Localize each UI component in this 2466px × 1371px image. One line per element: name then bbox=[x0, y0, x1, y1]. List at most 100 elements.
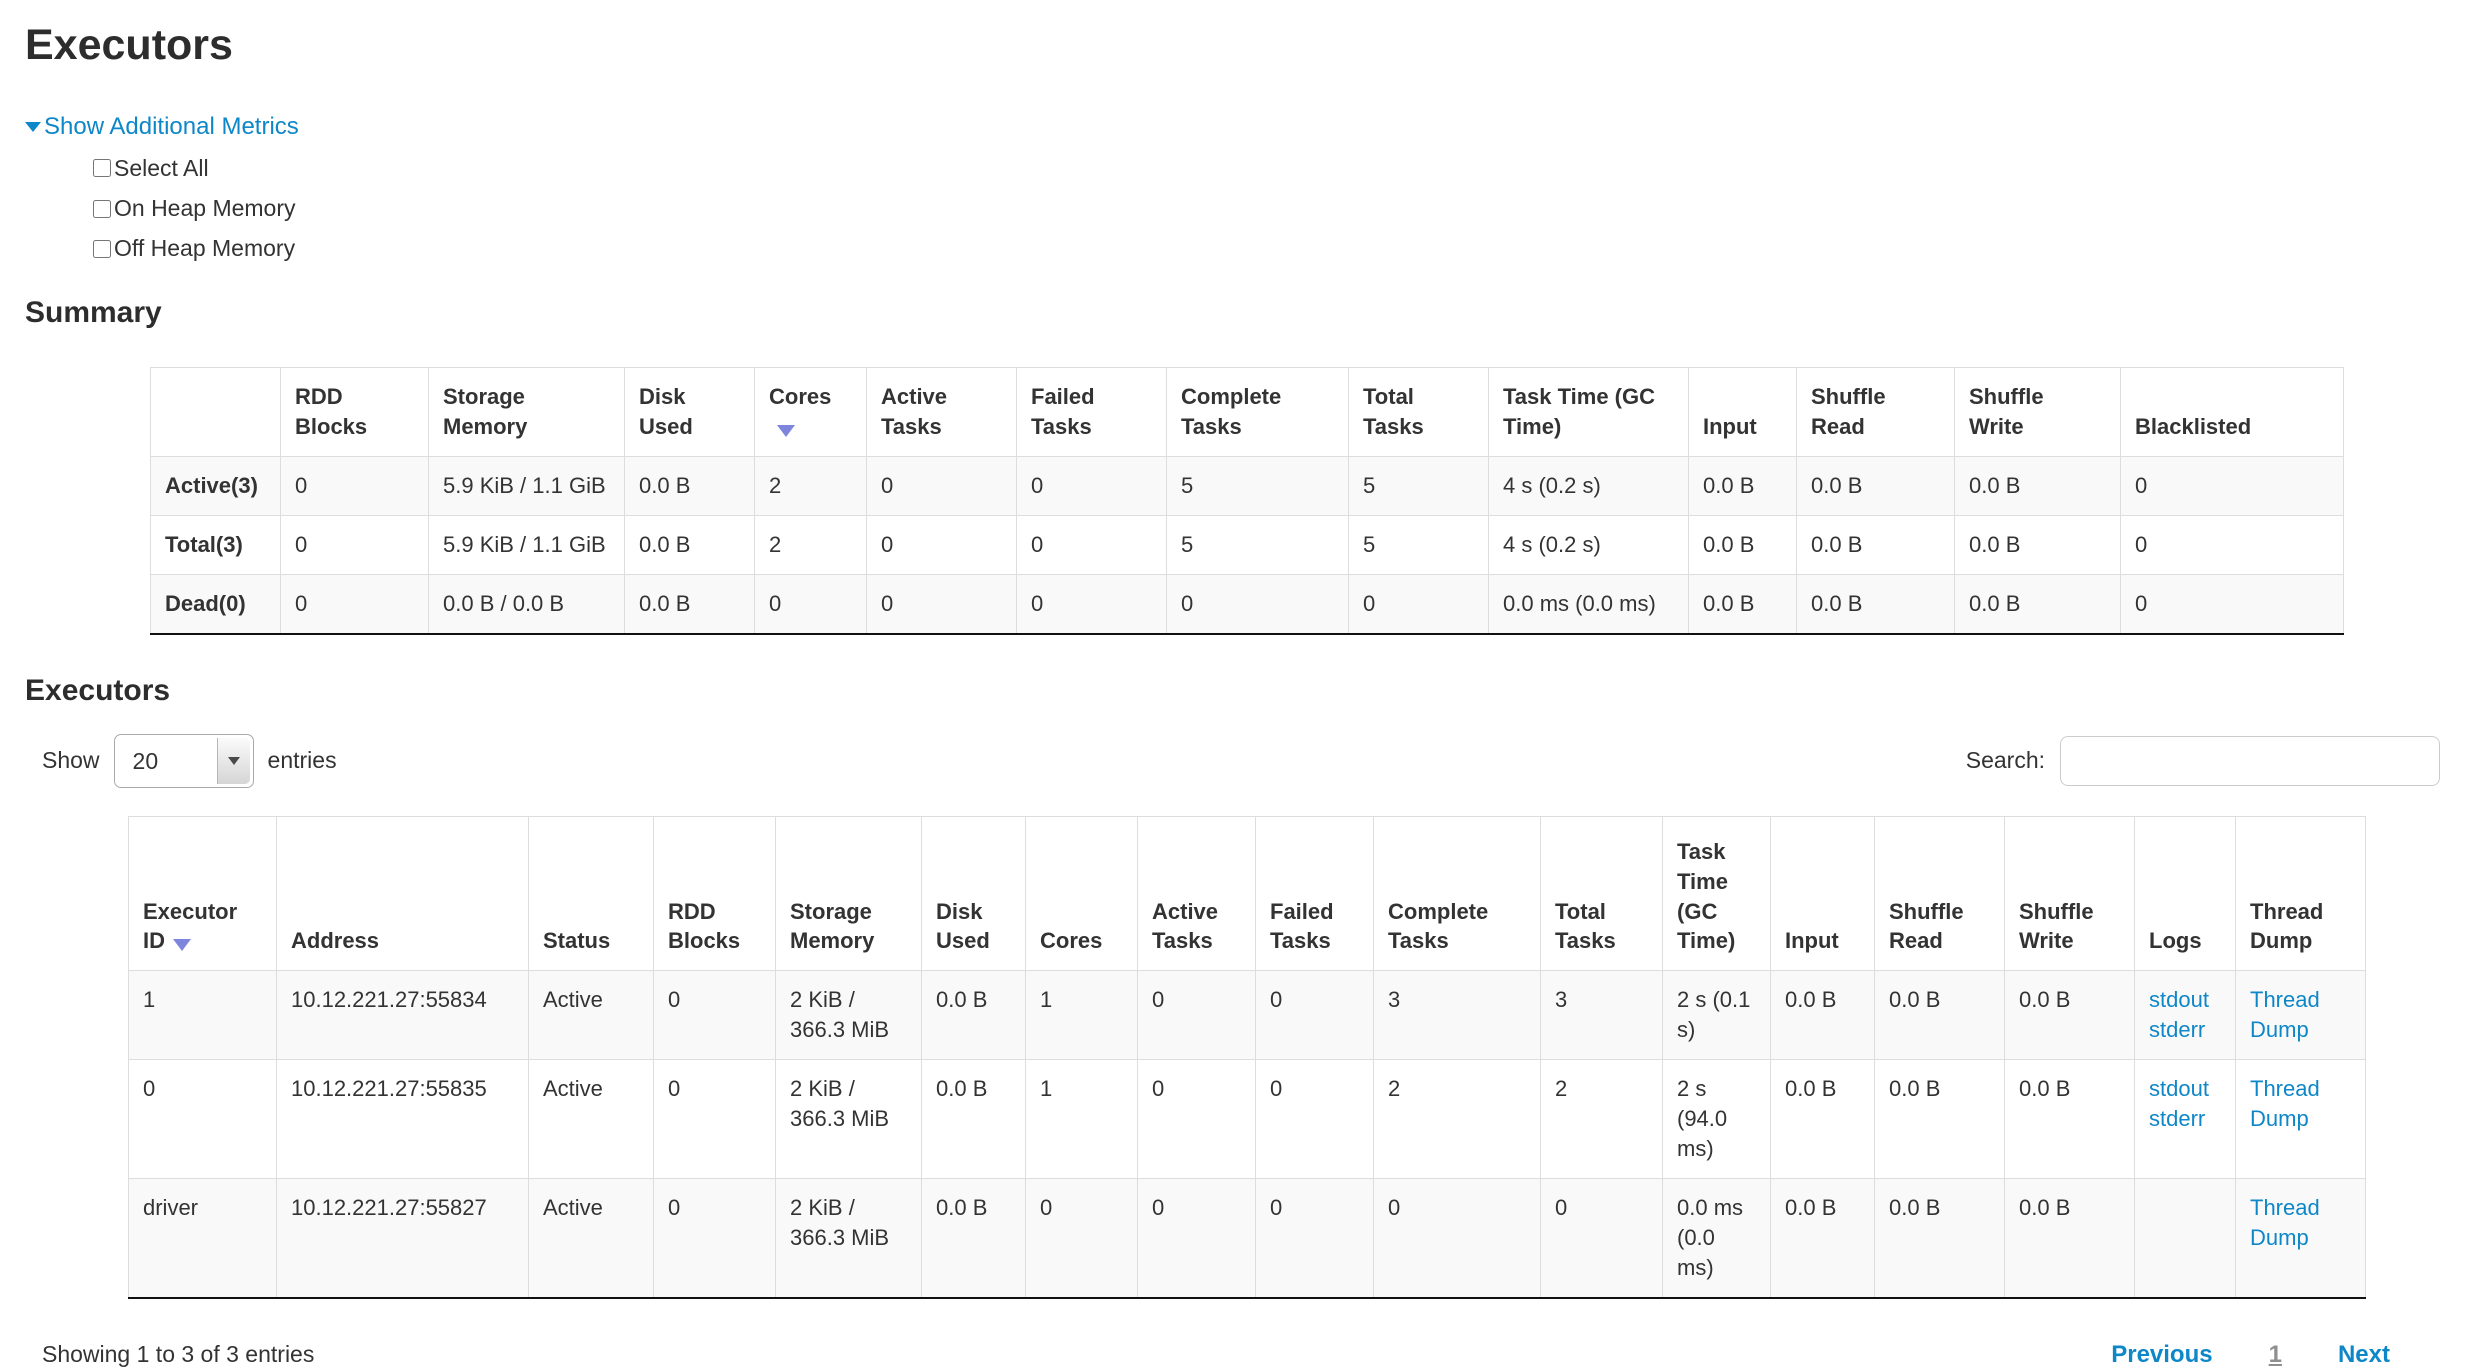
cell-complete-tasks: 0 bbox=[1166, 573, 1349, 635]
exec-col-address[interactable]: Address bbox=[276, 815, 529, 972]
search-input[interactable] bbox=[2060, 735, 2440, 786]
cell-task-time: 0.0 ms (0.0 ms) bbox=[1488, 573, 1689, 635]
exec-col-status[interactable]: Status bbox=[528, 815, 654, 972]
cell-shuffle-read: 0.0 B bbox=[1796, 573, 1955, 635]
search-label: Search: bbox=[1965, 747, 2045, 774]
metric-option-off-heap[interactable]: Off Heap Memory bbox=[93, 233, 2466, 264]
metric-option-select-all[interactable]: Select All bbox=[93, 153, 2466, 184]
row-label: Total(3) bbox=[150, 515, 281, 575]
summary-col-shuffle-write[interactable]: Shuffle Write bbox=[1954, 367, 2121, 458]
summary-col-input[interactable]: Input bbox=[1688, 367, 1797, 458]
caret-down-icon bbox=[25, 122, 41, 133]
previous-page-button[interactable]: Previous bbox=[2111, 1340, 2213, 1368]
cell-disk-used: 0.0 B bbox=[624, 456, 755, 517]
page-size-select[interactable]: 20 bbox=[113, 733, 254, 788]
summary-col-storage-memory[interactable]: Storage Memory bbox=[428, 367, 625, 458]
summary-col-complete-tasks[interactable]: Complete Tasks bbox=[1166, 367, 1349, 458]
stdout-link[interactable]: stdout bbox=[2149, 987, 2209, 1013]
exec-col-rdd-blocks[interactable]: RDD Blocks bbox=[653, 815, 776, 972]
thread-dump-link[interactable]: Thread Dump bbox=[2250, 987, 2320, 1043]
cell-blacklisted: 0 bbox=[2120, 515, 2344, 575]
stderr-link[interactable]: stderr bbox=[2149, 1106, 2206, 1132]
cell-cores: 0 bbox=[754, 573, 867, 635]
cell-cores: 2 bbox=[754, 515, 867, 575]
cell-complete-tasks: 5 bbox=[1166, 515, 1349, 575]
summary-row-total: Total(3) 0 5.9 KiB / 1.1 GiB 0.0 B 2 0 0… bbox=[150, 515, 2344, 575]
summary-col-total-tasks[interactable]: Total Tasks bbox=[1348, 367, 1489, 458]
summary-table-container: RDD Blocks Storage Memory Disk Used Core… bbox=[150, 367, 2344, 635]
cell-shuffle-write: 0.0 B bbox=[2004, 970, 2135, 1061]
summary-col-task-time[interactable]: Task Time (GC Time) bbox=[1488, 367, 1689, 458]
exec-col-disk-used[interactable]: Disk Used bbox=[921, 815, 1026, 972]
next-page-button[interactable]: Next bbox=[2337, 1340, 2390, 1368]
cell-active-tasks: 0 bbox=[1137, 970, 1256, 1061]
exec-col-shuffle-read[interactable]: Shuffle Read bbox=[1874, 815, 2005, 972]
summary-col-failed-tasks[interactable]: Failed Tasks bbox=[1016, 367, 1167, 458]
summary-col-shuffle-read[interactable]: Shuffle Read bbox=[1796, 367, 1955, 458]
cell-shuffle-write: 0.0 B bbox=[1954, 573, 2121, 635]
stderr-link[interactable]: stderr bbox=[2149, 1017, 2206, 1043]
cell-thread-dump: Thread Dump bbox=[2235, 1177, 2366, 1299]
cell-total-tasks: 5 bbox=[1348, 515, 1489, 575]
search-control: Search: bbox=[1965, 735, 2440, 786]
summary-col-rdd-blocks[interactable]: RDD Blocks bbox=[280, 367, 429, 458]
summary-col-disk-used[interactable]: Disk Used bbox=[624, 367, 755, 458]
exec-col-logs[interactable]: Logs bbox=[2134, 815, 2236, 972]
executor-row: 1 10.12.221.27:55834 Active 0 2 KiB / 36… bbox=[128, 970, 2366, 1061]
cell-task-time: 2 s (0.1 s) bbox=[1662, 970, 1771, 1061]
exec-col-complete-tasks[interactable]: Complete Tasks bbox=[1373, 815, 1541, 972]
current-page-number[interactable]: 1 bbox=[2268, 1340, 2282, 1368]
exec-col-task-time[interactable]: Task Time (GC Time) bbox=[1662, 815, 1771, 972]
select-all-checkbox[interactable] bbox=[93, 159, 111, 178]
exec-col-cores[interactable]: Cores bbox=[1025, 815, 1138, 972]
executors-datatable: Show 20 entries Search: bbox=[42, 732, 2440, 1371]
on-heap-memory-checkbox[interactable] bbox=[93, 199, 111, 218]
cell-task-time: 0.0 ms (0.0 ms) bbox=[1662, 1177, 1771, 1299]
metric-option-on-heap[interactable]: On Heap Memory bbox=[93, 193, 2466, 224]
cell-total-tasks: 2 bbox=[1540, 1059, 1663, 1179]
cell-rdd-blocks: 0 bbox=[280, 515, 429, 575]
exec-col-total-tasks[interactable]: Total Tasks bbox=[1540, 815, 1663, 972]
cell-total-tasks: 3 bbox=[1540, 970, 1663, 1061]
summary-col-rowlabel[interactable] bbox=[150, 367, 281, 458]
cell-logs bbox=[2134, 1177, 2236, 1299]
cell-active-tasks: 0 bbox=[866, 515, 1017, 575]
summary-header-row: RDD Blocks Storage Memory Disk Used Core… bbox=[150, 367, 2344, 458]
thread-dump-link[interactable]: Thread Dump bbox=[2250, 1076, 2320, 1132]
exec-col-executor-id[interactable]: Executor ID bbox=[128, 815, 277, 972]
entries-label: entries bbox=[267, 747, 337, 774]
show-label: Show bbox=[42, 747, 100, 774]
exec-col-active-tasks[interactable]: Active Tasks bbox=[1137, 815, 1256, 972]
exec-col-input[interactable]: Input bbox=[1770, 815, 1875, 972]
summary-col-blacklisted[interactable]: Blacklisted bbox=[2120, 367, 2344, 458]
cell-shuffle-read: 0.0 B bbox=[1874, 1177, 2005, 1299]
cell-disk-used: 0.0 B bbox=[624, 573, 755, 635]
summary-col-cores[interactable]: Cores bbox=[754, 367, 867, 458]
cell-shuffle-write: 0.0 B bbox=[2004, 1059, 2135, 1179]
cell-complete-tasks: 2 bbox=[1373, 1059, 1541, 1179]
executor-row: 0 10.12.221.27:55835 Active 0 2 KiB / 36… bbox=[128, 1059, 2366, 1179]
cell-executor-id: 0 bbox=[128, 1059, 277, 1179]
exec-col-storage-memory[interactable]: Storage Memory bbox=[775, 815, 922, 972]
show-additional-metrics-link[interactable]: Show Additional Metrics bbox=[25, 111, 299, 144]
off-heap-memory-checkbox[interactable] bbox=[93, 239, 111, 258]
thread-dump-link[interactable]: Thread Dump bbox=[2250, 1194, 2320, 1250]
cell-storage-memory: 5.9 KiB / 1.1 GiB bbox=[428, 456, 625, 517]
exec-col-shuffle-write[interactable]: Shuffle Write bbox=[2004, 815, 2135, 972]
cell-cores: 1 bbox=[1025, 1059, 1138, 1179]
cell-address: 10.12.221.27:55834 bbox=[276, 970, 529, 1061]
stdout-link[interactable]: stdout bbox=[2149, 1076, 2209, 1102]
metric-option-label: On Heap Memory bbox=[114, 195, 296, 222]
page-title: Executors bbox=[25, 21, 233, 69]
summary-col-active-tasks[interactable]: Active Tasks bbox=[866, 367, 1017, 458]
cell-disk-used: 0.0 B bbox=[921, 1059, 1026, 1179]
executors-table: Executor ID Address Status RDD Blocks St… bbox=[128, 815, 2366, 1299]
cell-thread-dump: Thread Dump bbox=[2235, 970, 2366, 1061]
table-info: Showing 1 to 3 of 3 entries bbox=[42, 1341, 315, 1368]
page-size-control: Show 20 entries bbox=[42, 733, 337, 788]
exec-col-thread-dump[interactable]: Thread Dump bbox=[2235, 815, 2366, 972]
cell-storage-memory: 2 KiB / 366.3 MiB bbox=[775, 1059, 922, 1179]
cell-input: 0.0 B bbox=[1688, 573, 1797, 635]
exec-col-failed-tasks[interactable]: Failed Tasks bbox=[1255, 815, 1374, 972]
cell-failed-tasks: 0 bbox=[1255, 1059, 1374, 1179]
